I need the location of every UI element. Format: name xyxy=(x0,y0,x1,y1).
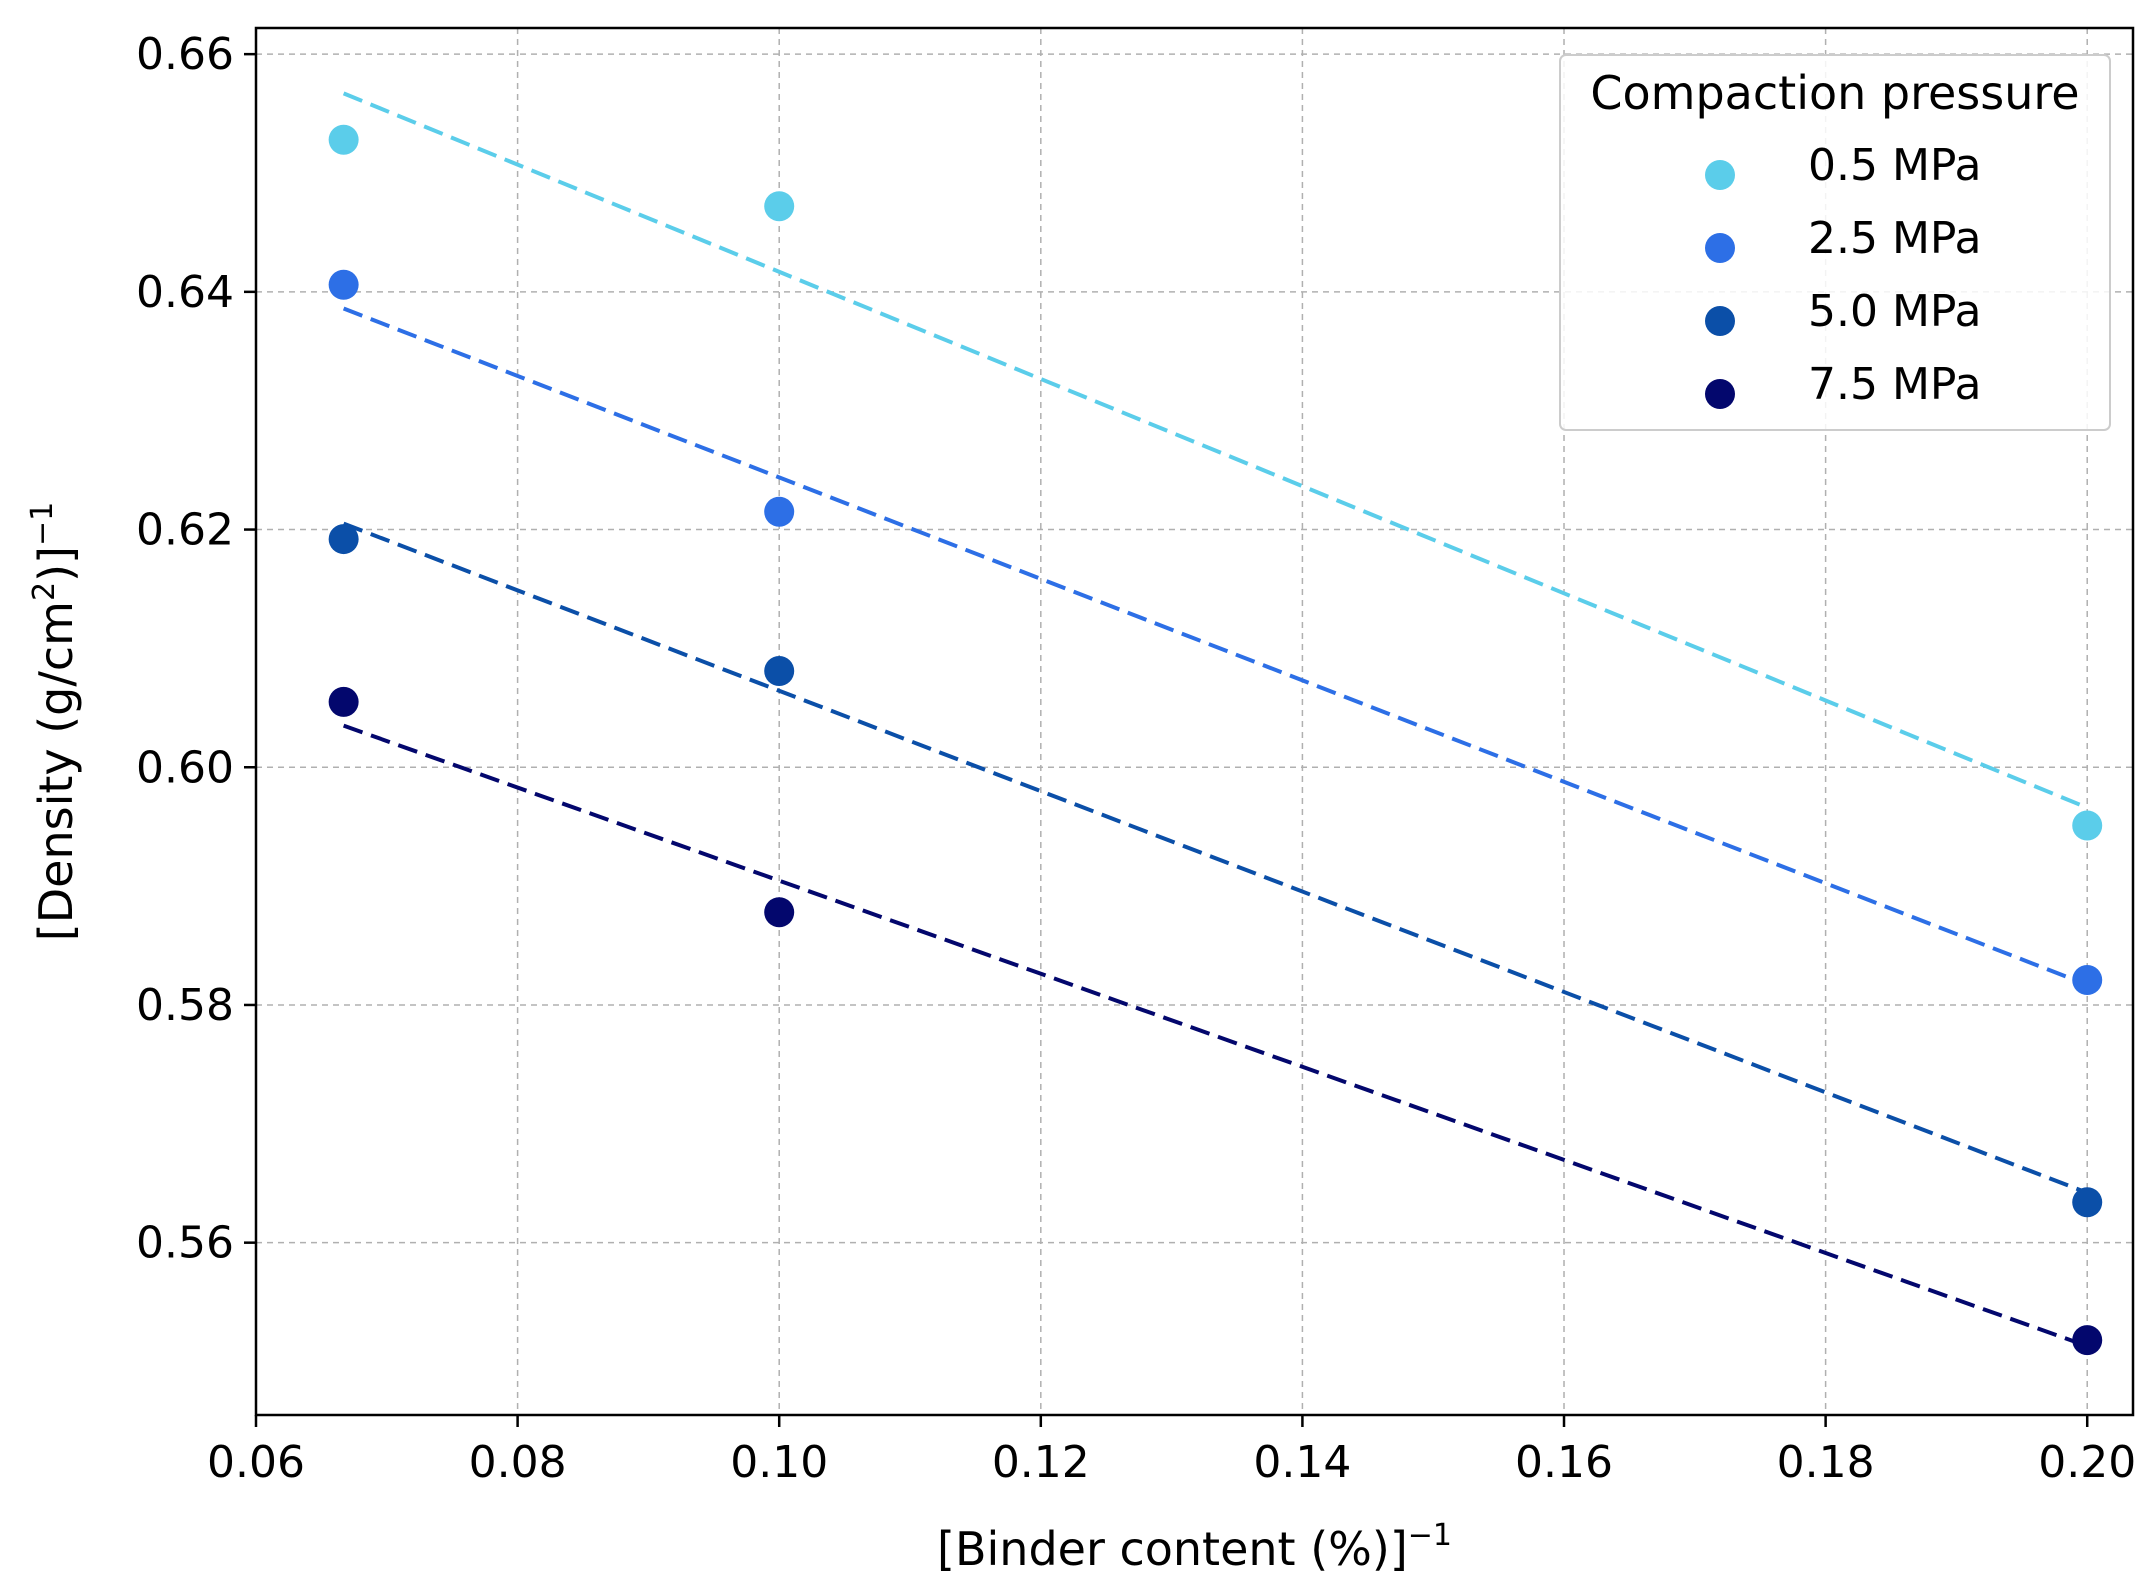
y-tick-label: 0.62 xyxy=(136,505,234,556)
legend-item: 5.0 MPa xyxy=(1705,286,1981,337)
y-axis-label-sup: 2 xyxy=(27,582,62,601)
legend-box xyxy=(1559,54,2111,431)
data-point-series-2 xyxy=(2072,1187,2103,1218)
data-point-series-1 xyxy=(764,496,795,527)
axis-ticks: 0.06 0.08 0.10 0.12 0.14 0.16 0.18 0.20 0.56 0.58… xyxy=(136,29,2136,1488)
legend-label: 5.0 MPa xyxy=(1808,286,1981,337)
fit-line-series-0 xyxy=(342,91,2088,810)
legend: Compaction pressure 0.5 MPa 2.5 MPa 5.0 MP… xyxy=(1559,54,2111,431)
legend-label: 7.5 MPa xyxy=(1808,359,1981,410)
x-axis-label: [Binder content (%)]−1 xyxy=(937,1518,1452,1576)
data-point-series-0 xyxy=(328,124,359,155)
y-axis-label-exponent: −1 xyxy=(25,502,60,546)
legend-label: 0.5 MPa xyxy=(1808,140,1981,191)
fit-line-series-3 xyxy=(342,723,2088,1348)
y-tick-label: 0.56 xyxy=(136,1218,234,1269)
x-tick-label: 0.08 xyxy=(469,1437,567,1488)
plot-frame xyxy=(254,26,2135,1417)
data-point-series-3 xyxy=(328,686,359,717)
y-axis-label-suffix: )] xyxy=(29,546,83,582)
x-tick-label: 0.18 xyxy=(1777,1437,1875,1488)
legend-title: Compaction pressure xyxy=(1590,66,2079,120)
fit-lines xyxy=(342,91,2088,1348)
legend-items: 0.5 MPa 2.5 MPa 5.0 MPa 7.5 MPa xyxy=(1705,140,1981,410)
y-tick-label: 0.60 xyxy=(136,742,234,793)
legend-marker xyxy=(1705,160,1735,190)
data-point-series-2 xyxy=(764,655,795,686)
data-point-series-2 xyxy=(328,524,359,555)
x-tick-label: 0.14 xyxy=(1253,1437,1351,1488)
data-point-series-3 xyxy=(2072,1325,2103,1356)
x-axis-label-exponent: −1 xyxy=(1408,1518,1452,1553)
data-point-series-1 xyxy=(2072,965,2103,996)
fit-line-series-1 xyxy=(342,306,2088,987)
legend-marker xyxy=(1705,379,1735,409)
x-tick-label: 0.16 xyxy=(1515,1437,1613,1488)
data-points xyxy=(328,124,2103,1356)
y-tick-label: 0.58 xyxy=(136,980,234,1031)
legend-marker xyxy=(1705,233,1735,263)
data-point-series-0 xyxy=(2072,810,2103,841)
data-point-series-1 xyxy=(328,269,359,300)
data-point-series-0 xyxy=(764,191,795,222)
y-axis-label: [Density (g/cm2)]−1 xyxy=(25,502,83,941)
y-tick-label: 0.64 xyxy=(136,267,234,318)
legend-marker xyxy=(1705,306,1735,336)
x-tick-label: 0.20 xyxy=(2038,1437,2136,1488)
x-tick-label: 0.10 xyxy=(730,1437,828,1488)
x-tick-label: 0.06 xyxy=(207,1437,305,1488)
fit-line-series-2 xyxy=(342,521,2088,1195)
legend-item: 0.5 MPa xyxy=(1705,140,1981,191)
data-point-series-3 xyxy=(764,897,795,928)
legend-item: 2.5 MPa xyxy=(1705,213,1981,264)
legend-label: 2.5 MPa xyxy=(1808,213,1981,264)
y-tick-label: 0.66 xyxy=(136,29,234,80)
legend-item: 7.5 MPa xyxy=(1705,359,1981,410)
x-tick-label: 0.12 xyxy=(992,1437,1090,1488)
